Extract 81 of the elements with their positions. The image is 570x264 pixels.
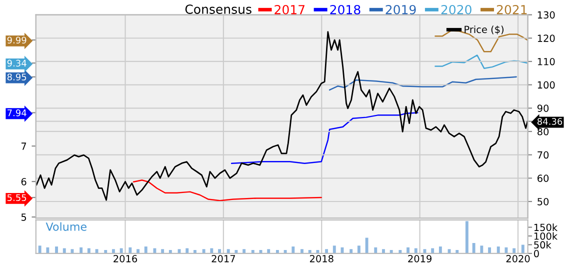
bar [161,249,164,254]
x-tick-label: 2016 [114,255,138,262]
bar [382,249,385,254]
bar [120,248,123,254]
bar [242,249,246,254]
x-tick-label: 2020 [506,255,530,262]
bar [186,248,189,254]
bar [465,221,468,254]
bar [512,248,516,254]
y-tick-label: 9.34 [7,60,26,67]
bar [80,247,83,254]
y2-tick-label: 130 [538,11,555,19]
bar [496,246,500,254]
bar [332,246,336,254]
line-series [132,179,322,202]
bar [153,248,156,254]
legend-label: 2021 [496,4,527,14]
bar [350,249,353,254]
bar [210,248,214,254]
bar [521,244,524,254]
line-series [328,76,517,91]
bar [112,249,115,254]
bar [226,249,230,254]
y-tick-label: 50k [534,241,552,249]
legend-label: 2019 [386,4,416,14]
legend-label: 2017 [274,4,304,14]
x-tick-label: 2018 [310,255,334,262]
legend-label: 2018 [330,4,360,14]
bar [406,247,410,254]
y-tick-label: 5 [21,214,26,221]
y2-tick-label: 60 [538,174,549,182]
bar [438,246,442,254]
y-tick-label: 8.95 [7,74,26,80]
y2-tick-label: 110 [538,58,555,66]
y2-tick-label: 50 [538,198,549,206]
bar [325,249,328,254]
bar [55,246,58,254]
y-tick-label: 0 [534,250,539,258]
bar [357,246,360,254]
bar [300,249,304,254]
x-tick-label: 2019 [408,255,432,262]
y2-tick-label: 90 [537,104,549,112]
line-series [434,54,528,69]
bar [62,248,66,254]
bar [374,247,378,254]
y2-tick-label: 100 [538,81,555,89]
bar [292,246,295,254]
y2-tick-label: 70 [538,151,549,159]
bar [267,249,270,254]
y-tick-label: 6 [21,178,26,186]
y-tick-label: 5.55 [7,194,26,202]
bar [504,247,508,254]
y-tick-label: 9.99 [7,36,26,44]
y-tick-label: 150k [534,224,558,232]
bar [38,246,42,254]
bar [480,246,484,254]
bar [414,248,418,254]
y2-tick-label: 84.36 [537,118,562,125]
bar [95,249,98,254]
legend-title: Consensus [185,4,252,14]
bar [365,238,368,254]
bar [128,247,132,254]
y2-tick-label: 80 [538,128,549,136]
bar [87,248,90,254]
chart-title: Volume [46,222,86,231]
y-tick-label: 100k [534,232,558,240]
bar [136,249,140,254]
line-series [230,112,418,164]
y-tick-label: 7.94 [8,109,26,116]
bar [431,248,434,254]
bar [472,242,476,254]
bar [218,249,221,254]
y2-tick-label: 120 [538,34,555,42]
y-tick-label: 7 [21,142,26,150]
legend-label: Price ($) [464,26,504,34]
legend-label: 2020 [441,4,472,14]
bar [46,247,50,254]
bar [144,246,148,254]
bar [202,249,206,254]
x-tick-label: 2017 [212,255,235,262]
bar [488,247,491,254]
